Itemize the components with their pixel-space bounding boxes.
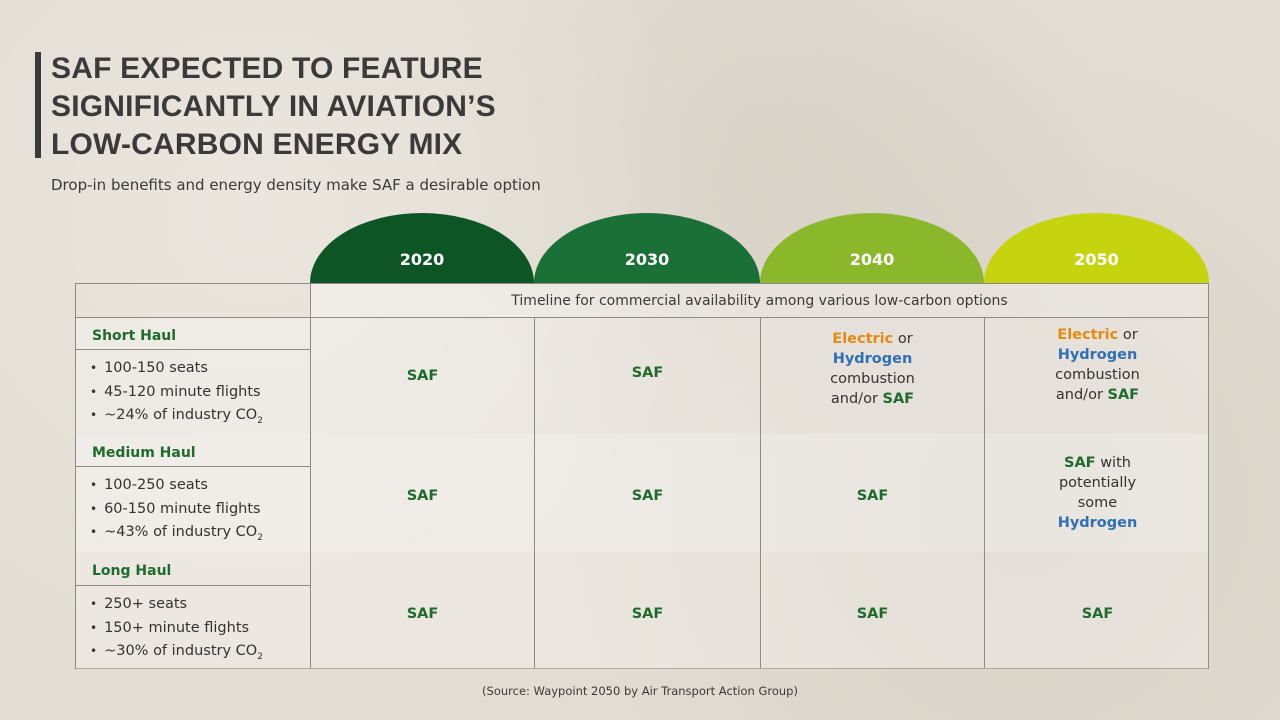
saf-text: SAF xyxy=(406,487,439,504)
electric-text: Electric xyxy=(1057,327,1119,343)
label-divider xyxy=(76,349,310,350)
co2-text: ~30% of industry CO xyxy=(104,643,258,659)
or-text: or xyxy=(893,331,913,347)
row-band-short xyxy=(76,317,1208,434)
year-2030-label: 2030 xyxy=(624,250,670,269)
saf-text: SAF xyxy=(631,487,664,504)
some-text: some xyxy=(1077,494,1118,511)
potentially-text: potentially xyxy=(1058,474,1137,491)
list-item: 100-250 seats xyxy=(90,474,263,498)
list-item: 100-150 seats xyxy=(90,357,263,381)
timeline-header-text: Timeline for commercial availability amo… xyxy=(511,292,1008,309)
list-item: 150+ minute flights xyxy=(90,617,263,641)
cell-medium-2020: SAF xyxy=(311,434,534,557)
list-item: ~24% of industry CO2 xyxy=(90,404,263,433)
saf-text: SAF xyxy=(631,606,664,622)
list-item: ~30% of industry CO2 xyxy=(90,640,263,669)
electric-text: Electric xyxy=(832,331,894,347)
col-divider xyxy=(310,284,311,668)
label-divider xyxy=(76,585,310,586)
saf-text: SAF xyxy=(856,487,889,504)
saf-text: SAF xyxy=(882,391,915,407)
category-short-haul: Short Haul xyxy=(92,328,177,344)
year-2020-label: 2020 xyxy=(399,250,445,269)
cell-long-2050: SAF xyxy=(985,552,1210,676)
saf-text: SAF xyxy=(1064,454,1096,471)
cell-short-2030: SAF xyxy=(535,317,760,428)
year-2020-header: 2020 xyxy=(310,213,534,283)
co2-text: ~24% of industry CO xyxy=(104,407,258,423)
col-divider xyxy=(760,317,761,668)
timeline-header: Timeline for commercial availability amo… xyxy=(311,284,1208,317)
saf-text: SAF xyxy=(406,367,439,384)
andor-text: and/or xyxy=(1055,387,1108,403)
row-divider xyxy=(76,317,1208,318)
title-accent-bar xyxy=(35,52,41,158)
saf-text: SAF xyxy=(631,364,664,381)
or-text: or xyxy=(1118,327,1138,343)
cell-long-2020: SAF xyxy=(311,552,534,676)
cell-medium-2050: SAF with potentially some Hydrogen xyxy=(985,434,1210,551)
saf-text: SAF xyxy=(1081,606,1114,622)
source-note: (Source: Waypoint 2050 by Air Transport … xyxy=(482,684,798,698)
col-divider xyxy=(534,317,535,668)
cell-medium-2040: SAF xyxy=(761,434,984,557)
saf-text: SAF xyxy=(1107,387,1140,403)
long-haul-details: 250+ seats 150+ minute flights ~30% of i… xyxy=(90,593,263,669)
year-2050-label: 2050 xyxy=(1074,250,1119,269)
cell-short-2020: SAF xyxy=(311,317,534,434)
category-long-haul: Long Haul xyxy=(92,563,172,579)
cell-long-2030: SAF xyxy=(535,552,760,676)
row-band-long xyxy=(76,552,1208,669)
co2-text: ~43% of industry CO xyxy=(104,524,258,540)
list-item: ~43% of industry CO2 xyxy=(90,521,263,550)
hydrogen-text: Hydrogen xyxy=(832,351,913,367)
with-text: with xyxy=(1095,454,1131,471)
andor-text: and/or xyxy=(830,391,883,407)
category-medium-haul: Medium Haul xyxy=(92,445,196,461)
combustion-text: combustion xyxy=(830,371,915,387)
co2-subscript: 2 xyxy=(257,532,263,543)
col-divider xyxy=(984,317,985,668)
year-2050-header: 2050 xyxy=(984,213,1209,283)
cell-short-2050: Electric or Hydrogen combustion and/or S… xyxy=(985,317,1210,413)
combustion-text: combustion xyxy=(1055,367,1140,383)
timeline-table: Timeline for commercial availability amo… xyxy=(75,283,1209,669)
list-item: 250+ seats xyxy=(90,593,263,617)
cell-medium-2030: SAF xyxy=(535,434,760,557)
medium-haul-details: 100-250 seats 60-150 minute flights ~43%… xyxy=(90,474,263,550)
hydrogen-text: Hydrogen xyxy=(1057,347,1138,363)
year-2040-label: 2040 xyxy=(849,250,895,269)
co2-subscript: 2 xyxy=(257,651,263,662)
year-2030-header: 2030 xyxy=(534,213,760,283)
saf-text: SAF xyxy=(856,606,889,622)
page-title: SAF EXPECTED TO FEATURE SIGNIFICANTLY IN… xyxy=(51,52,496,161)
saf-text: SAF xyxy=(406,606,439,622)
year-2040-header: 2040 xyxy=(760,213,984,283)
hydrogen-text: Hydrogen xyxy=(1057,514,1138,531)
co2-subscript: 2 xyxy=(257,415,263,426)
cell-long-2040: SAF xyxy=(761,552,984,676)
list-item: 45-120 minute flights xyxy=(90,381,263,405)
label-divider xyxy=(76,466,310,467)
row-band-medium xyxy=(76,434,1208,552)
list-item: 60-150 minute flights xyxy=(90,498,263,522)
page-subtitle: Drop-in benefits and energy density make… xyxy=(51,176,541,194)
short-haul-details: 100-150 seats 45-120 minute flights ~24%… xyxy=(90,357,263,433)
cell-short-2040: Electric or Hydrogen combustion and/or S… xyxy=(761,317,984,421)
